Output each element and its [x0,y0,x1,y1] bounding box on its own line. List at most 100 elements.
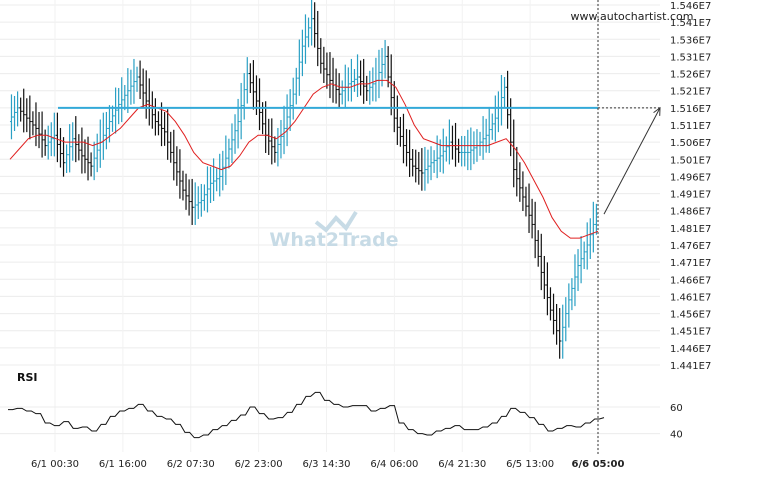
price-bar [552,293,556,335]
price-bar [34,102,38,147]
price-bar [43,129,47,156]
price-bar [248,63,252,93]
price-bar [288,89,292,131]
time-tick-label: 6/2 07:30 [167,459,215,470]
price-bar [138,60,142,99]
price-bar [169,131,173,163]
price-bar [227,138,231,169]
rsi-title: RSI [17,371,38,384]
price-bar [518,162,522,202]
price-bar [441,128,445,174]
price-bar [190,178,194,225]
price-tick-label: 1.526E7 [670,70,711,81]
price-bar [313,2,317,48]
price-tick-label: 1.476E7 [670,241,711,252]
price-bar [429,146,433,181]
price-bars [9,0,598,359]
price-bar [558,308,562,359]
price-tick-label: 1.446E7 [670,344,711,355]
price-bar [83,139,87,174]
price-bar [163,111,167,146]
price-bar [199,183,203,217]
price-bar [447,119,451,165]
price-bar [285,94,289,147]
price-bar [95,133,99,173]
price-bar [417,151,421,185]
price-bar [9,94,13,140]
price-bar [405,129,409,167]
price-bar [89,152,93,177]
price-bar [515,146,519,197]
price-bar [218,153,222,197]
price-tick-label: 1.521E7 [670,87,711,98]
price-tick-label: 1.471E7 [670,258,711,269]
price-bar [31,111,35,136]
price-bar [52,112,56,157]
price-bar [40,111,44,158]
price-bar [251,60,255,110]
price-bar [506,70,510,129]
price-bar [594,203,598,235]
price-bar [236,98,240,149]
price-bar [496,91,500,133]
rsi-tick-label: 40 [670,430,683,441]
price-bar [383,39,387,79]
price-tick-label: 1.541E7 [670,18,711,29]
price-bar [141,68,145,107]
forecast-arrow-head [653,106,661,116]
price-bar [478,131,482,156]
price-bar [499,74,503,126]
price-bar [493,95,497,142]
time-tick-label: 6/3 14:30 [302,459,350,470]
price-bar [472,131,476,165]
price-bar [25,98,29,133]
price-bar [395,95,399,145]
price-bar [273,136,277,163]
price-bar [319,38,323,74]
price-bar [46,125,50,160]
price-bar [202,184,206,211]
price-bar [55,112,59,163]
price-bar [481,116,485,160]
price-bar [503,77,507,108]
price-bar [126,68,130,113]
price-bar [303,14,307,64]
price-bar [536,230,540,267]
price-bar [230,123,234,163]
rsi-tick-label: 60 [670,403,683,414]
price-bar [267,118,271,155]
price-bar [153,98,157,136]
price-bar [325,52,329,89]
price-bar [254,75,258,115]
forecast-arrow-line [603,107,661,215]
price-bar [307,17,311,48]
price-tick-label: 1.451E7 [670,327,711,338]
price-bar [193,182,197,225]
price-bar [316,10,320,67]
price-bar [527,183,531,233]
price-bar [184,173,188,210]
rsi-axis: 60 40 [670,403,683,441]
price-bar [567,283,571,328]
price-bar [408,129,412,177]
price-bar [221,150,225,191]
price-bar [392,81,396,133]
price-bar [435,135,439,179]
price-bar [264,101,268,153]
price-bar [19,97,23,122]
price-bar [414,149,418,183]
price-tick-label: 1.536E7 [670,35,711,46]
price-bar [466,129,470,171]
price-bar [147,78,151,126]
price-bar [539,233,543,291]
price-bar [178,149,182,199]
price-bar [542,255,546,299]
price-bar [548,287,552,321]
price-bar [239,82,243,140]
price-bar [258,78,262,131]
price-bar [279,119,283,159]
price-tick-label: 1.491E7 [670,190,711,201]
price-bar [156,111,160,136]
